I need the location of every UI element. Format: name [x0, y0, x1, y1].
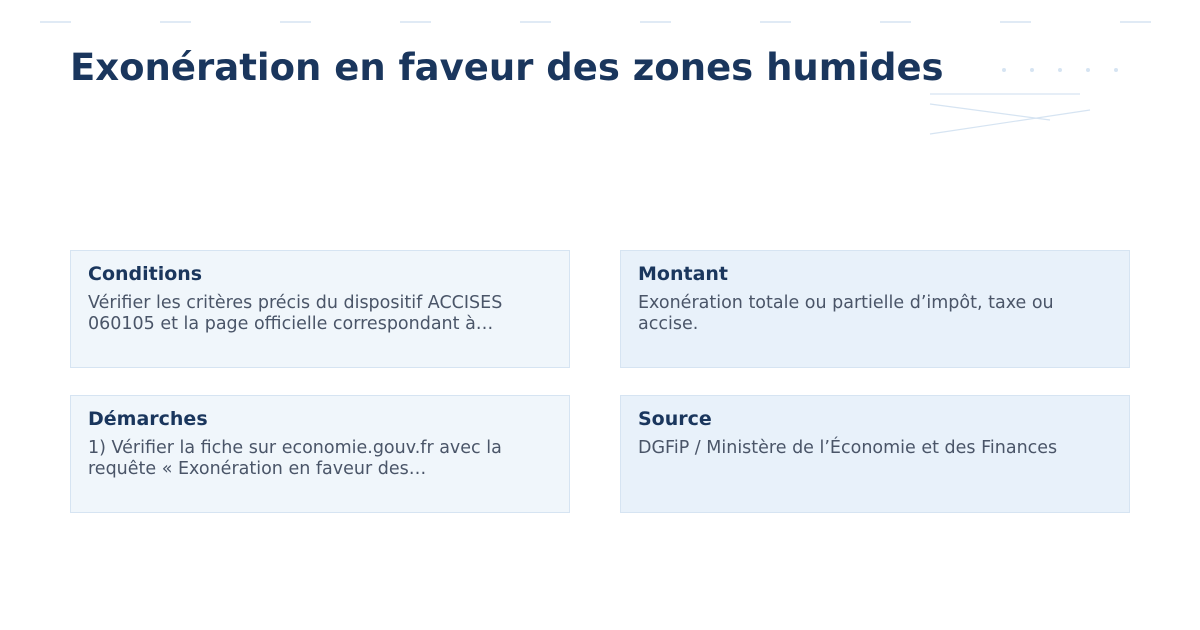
card-heading: Source: [638, 408, 712, 430]
card-heading: Démarches: [88, 408, 208, 430]
card-conditions: Conditions Vérifier les critères précis …: [70, 250, 570, 368]
decor-dot: [1058, 68, 1062, 72]
decor-dot: [1030, 68, 1034, 72]
page-title: Exonération en faveur des zones humides: [70, 46, 944, 89]
card-text: DGFiP / Ministère de l’Économie et des F…: [638, 438, 1058, 458]
card-heading: Montant: [638, 263, 728, 285]
card-demarches: Démarches 1) Vérifier la fiche sur econo…: [70, 395, 570, 513]
decor-dot: [1086, 68, 1090, 72]
card-text: Vérifier les critères précis du disposit…: [88, 293, 503, 334]
card-text: 1) Vérifier la fiche sur economie.gouv.f…: [88, 438, 502, 479]
card-heading: Conditions: [88, 263, 203, 285]
card-montant: Montant Exonération totale ou partielle …: [620, 250, 1130, 368]
decor-line: [929, 109, 1091, 135]
decor-dot: [1114, 68, 1118, 72]
card-source: Source DGFiP / Ministère de l’Économie e…: [620, 395, 1130, 513]
decor-dot: [1002, 68, 1006, 72]
decor-line: [929, 103, 1051, 121]
card-text: Exonération totale ou partielle d’impôt,…: [638, 293, 1054, 334]
